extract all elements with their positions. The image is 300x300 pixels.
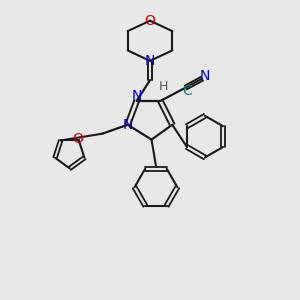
Text: N: N xyxy=(122,118,133,132)
Text: H: H xyxy=(159,80,168,93)
Text: C: C xyxy=(182,84,192,98)
Text: O: O xyxy=(72,132,83,146)
Text: N: N xyxy=(200,69,210,83)
Text: N: N xyxy=(131,89,142,103)
Text: N: N xyxy=(145,54,155,68)
Text: O: O xyxy=(145,14,155,28)
